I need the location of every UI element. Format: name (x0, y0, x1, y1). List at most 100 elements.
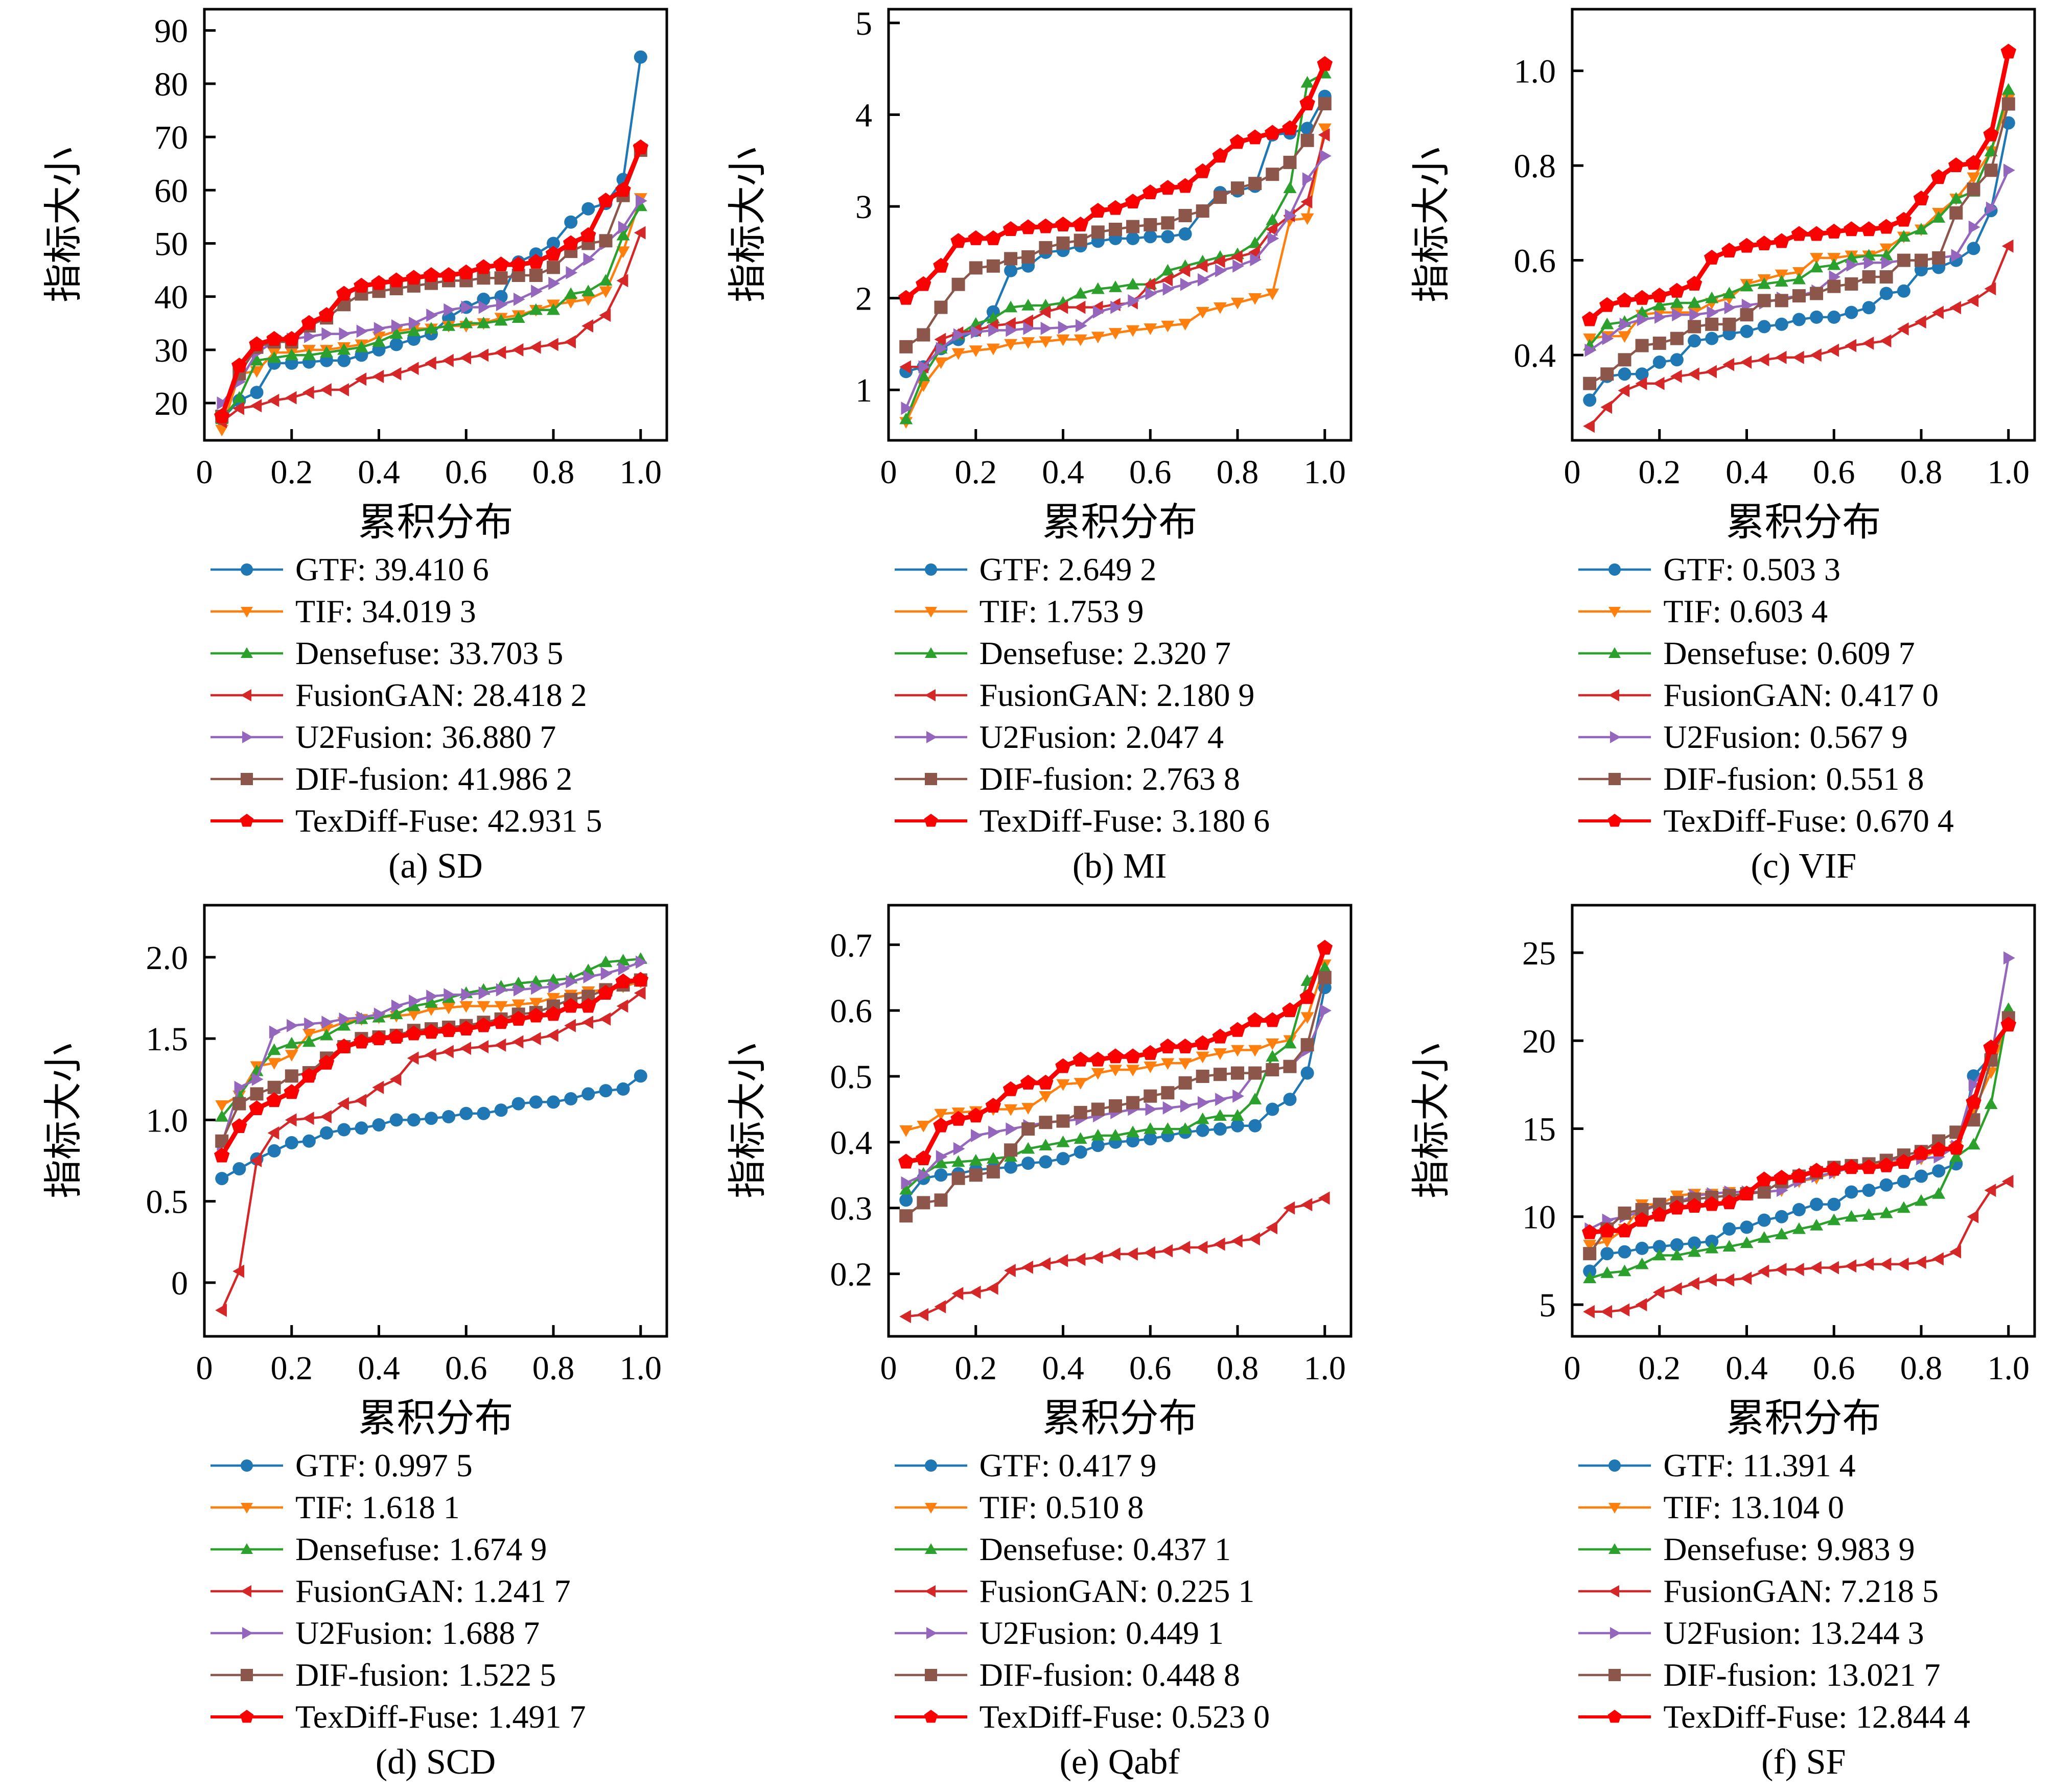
legend-item: U2Fusion: 36.880 7 (208, 716, 602, 758)
svg-text:指标大小: 指标大小 (1410, 1043, 1453, 1198)
legend-marker-triangle-down-icon (211, 607, 283, 618)
legend-item: GTF: 0.997 5 (208, 1445, 586, 1487)
legend-label: FusionGAN: 28.418 2 (295, 677, 587, 713)
chart-panel-qabf: 0.2 0.3 0.4 0.5 0.6 0.7 0 0.2 0.4 0.6 0.8 1.0 累积分布 指标… (684, 896, 1368, 1792)
legend-marker-square-icon (1578, 773, 1651, 785)
svg-text:0.7: 0.7 (830, 927, 872, 964)
legend-item: Densefuse: 1.674 9 (208, 1528, 586, 1570)
legend-marker-triangle-down-icon (1578, 1503, 1651, 1514)
svg-text:0.6: 0.6 (1129, 1350, 1172, 1387)
legend-item: DIF-fusion: 2.763 8 (893, 758, 1270, 800)
svg-text:25: 25 (1522, 935, 1556, 972)
legend-label: GTF: 2.649 2 (979, 551, 1157, 587)
svg-text:0.2: 0.2 (830, 1256, 872, 1293)
svg-text:1.5: 1.5 (146, 1021, 189, 1058)
svg-text:0.8: 0.8 (532, 454, 575, 491)
legend-item: FusionGAN: 1.241 7 (208, 1570, 586, 1612)
svg-text:0.5: 0.5 (146, 1184, 189, 1221)
svg-text:1.0: 1.0 (1988, 1350, 2030, 1387)
legend-item: U2Fusion: 2.047 4 (893, 716, 1270, 758)
svg-text:累积分布: 累积分布 (1726, 1397, 1881, 1440)
legend-label: TIF: 13.104 0 (1663, 1489, 1845, 1525)
legend-item: Densefuse: 33.703 5 (208, 632, 602, 674)
legend-label: TexDiff-Fuse: 3.180 6 (979, 803, 1270, 839)
legend-label: U2Fusion: 0.567 9 (1663, 719, 1908, 755)
svg-text:0.8: 0.8 (1216, 454, 1258, 491)
legend-marker-triangle-left-icon (1578, 689, 1651, 701)
svg-text:10: 10 (1522, 1199, 1556, 1236)
chart-legend-scd: GTF: 0.997 5 TIF: 1.618 1 Densefuse: 1.674… (0, 1445, 586, 1738)
legend-label: TexDiff-Fuse: 0.523 0 (979, 1699, 1270, 1735)
legend-label: DIF-fusion: 0.448 8 (979, 1657, 1240, 1693)
svg-text:1.0: 1.0 (1303, 454, 1346, 491)
legend-item: U2Fusion: 0.449 1 (893, 1612, 1270, 1654)
legend-marker-square-icon (894, 1669, 967, 1681)
legend-label: Densefuse: 1.674 9 (295, 1531, 547, 1567)
svg-text:30: 30 (154, 332, 188, 369)
legend-label: FusionGAN: 1.241 7 (295, 1573, 571, 1609)
svg-text:1.0: 1.0 (1988, 454, 2030, 491)
legend-marker-triangle-down-icon (894, 607, 967, 618)
svg-text:0.4: 0.4 (1042, 454, 1084, 491)
chart-caption-vif: (c) VIF (1751, 846, 1857, 886)
legend-marker-triangle-up-icon (211, 1543, 283, 1554)
legend-label: TIF: 34.019 3 (295, 593, 476, 629)
legend-item: TIF: 34.019 3 (208, 591, 602, 632)
svg-text:20: 20 (1522, 1023, 1556, 1060)
svg-text:0.6: 0.6 (1813, 1350, 1855, 1387)
legend-item: TexDiff-Fuse: 3.180 6 (893, 800, 1270, 842)
legend-marker-triangle-up-icon (894, 1543, 967, 1554)
legend-item: DIF-fusion: 0.448 8 (893, 1654, 1270, 1696)
svg-text:0.8: 0.8 (1216, 1350, 1258, 1387)
chart-caption-qabf: (e) Qabf (1059, 1742, 1180, 1782)
chart-legend-mi: GTF: 2.649 2 TIF: 1.753 9 Densefuse: 2.320… (684, 549, 1270, 842)
svg-text:0: 0 (196, 1350, 213, 1387)
svg-text:累积分布: 累积分布 (1726, 501, 1881, 544)
legend-item: GTF: 39.410 6 (208, 549, 602, 591)
chart-legend-vif: GTF: 0.503 3 TIF: 0.603 4 Densefuse: 0.609… (1368, 549, 1954, 842)
legend-item: GTF: 2.649 2 (893, 549, 1270, 591)
svg-text:1.0: 1.0 (1303, 1350, 1346, 1387)
svg-text:0.4: 0.4 (1514, 337, 1556, 374)
legend-marker-triangle-left-icon (894, 689, 967, 701)
chart-panel-sf: 5 10 15 20 25 0 0.2 0.4 0.6 0.8 1.0 累积分布 指标大小 GTF: 1… (1368, 896, 2052, 1792)
legend-label: GTF: 0.417 9 (979, 1447, 1157, 1483)
legend-item: FusionGAN: 7.218 5 (1576, 1570, 1970, 1612)
svg-text:0.5: 0.5 (830, 1058, 872, 1096)
chart-panel-sd: 20 30 40 50 60 70 80 90 0 0.2 0.4 0.6 0.8 1.0 累积分布 指标大小… (0, 0, 684, 896)
legend-item: FusionGAN: 2.180 9 (893, 674, 1270, 716)
legend-marker-pentagon-icon (1578, 814, 1651, 827)
chart-vif: 0.4 0.6 0.8 1.0 0 0.2 0.4 0.6 0.8 1.0 累积分布 指标大小 (1410, 8, 2036, 544)
legend-label: DIF-fusion: 0.551 8 (1663, 761, 1924, 797)
legend-marker-square-icon (211, 773, 283, 785)
legend-item: U2Fusion: 1.688 7 (208, 1612, 586, 1654)
svg-text:0: 0 (880, 1350, 897, 1387)
legend-marker-circle-icon (211, 1459, 283, 1472)
legend-item: U2Fusion: 0.567 9 (1576, 716, 1954, 758)
chart-panel-scd: 0 0.5 1.0 1.5 2.0 0 0.2 0.4 0.6 0.8 1.0 累积分布 指标大小 GT… (0, 896, 684, 1792)
svg-text:0.4: 0.4 (1042, 1350, 1084, 1387)
svg-text:指标大小: 指标大小 (727, 1043, 770, 1198)
legend-item: TIF: 0.603 4 (1576, 591, 1954, 632)
svg-text:0.4: 0.4 (358, 1350, 400, 1387)
legend-marker-triangle-right-icon (894, 731, 967, 743)
legend-marker-triangle-left-icon (211, 1585, 283, 1597)
legend-label: TIF: 1.753 9 (979, 593, 1144, 629)
legend-label: TIF: 0.510 8 (979, 1489, 1144, 1525)
legend-marker-triangle-up-icon (1578, 647, 1651, 658)
legend-item: Densefuse: 9.983 9 (1576, 1528, 1970, 1570)
svg-text:2.0: 2.0 (146, 939, 189, 977)
legend-label: TexDiff-Fuse: 42.931 5 (295, 803, 602, 839)
legend-marker-triangle-down-icon (1578, 607, 1651, 618)
legend-marker-pentagon-icon (211, 814, 283, 827)
svg-text:20: 20 (154, 385, 188, 422)
chart-sf: 5 10 15 20 25 0 0.2 0.4 0.6 0.8 1.0 累积分布 指标大小 (1410, 904, 2036, 1440)
legend-item: TIF: 13.104 0 (1576, 1487, 1970, 1528)
legend-label: DIF-fusion: 2.763 8 (979, 761, 1240, 797)
legend-marker-circle-icon (211, 563, 283, 576)
legend-label: TexDiff-Fuse: 0.670 4 (1663, 803, 1954, 839)
chart-legend-sd: GTF: 39.410 6 TIF: 34.019 3 Densefuse: 33.… (0, 549, 602, 842)
legend-item: DIF-fusion: 41.986 2 (208, 758, 602, 800)
chart-panel-mi: 1 2 3 4 5 0 0.2 0.4 0.6 0.8 1.0 累积分布 指标大小 GTF: 2.649… (684, 0, 1368, 896)
